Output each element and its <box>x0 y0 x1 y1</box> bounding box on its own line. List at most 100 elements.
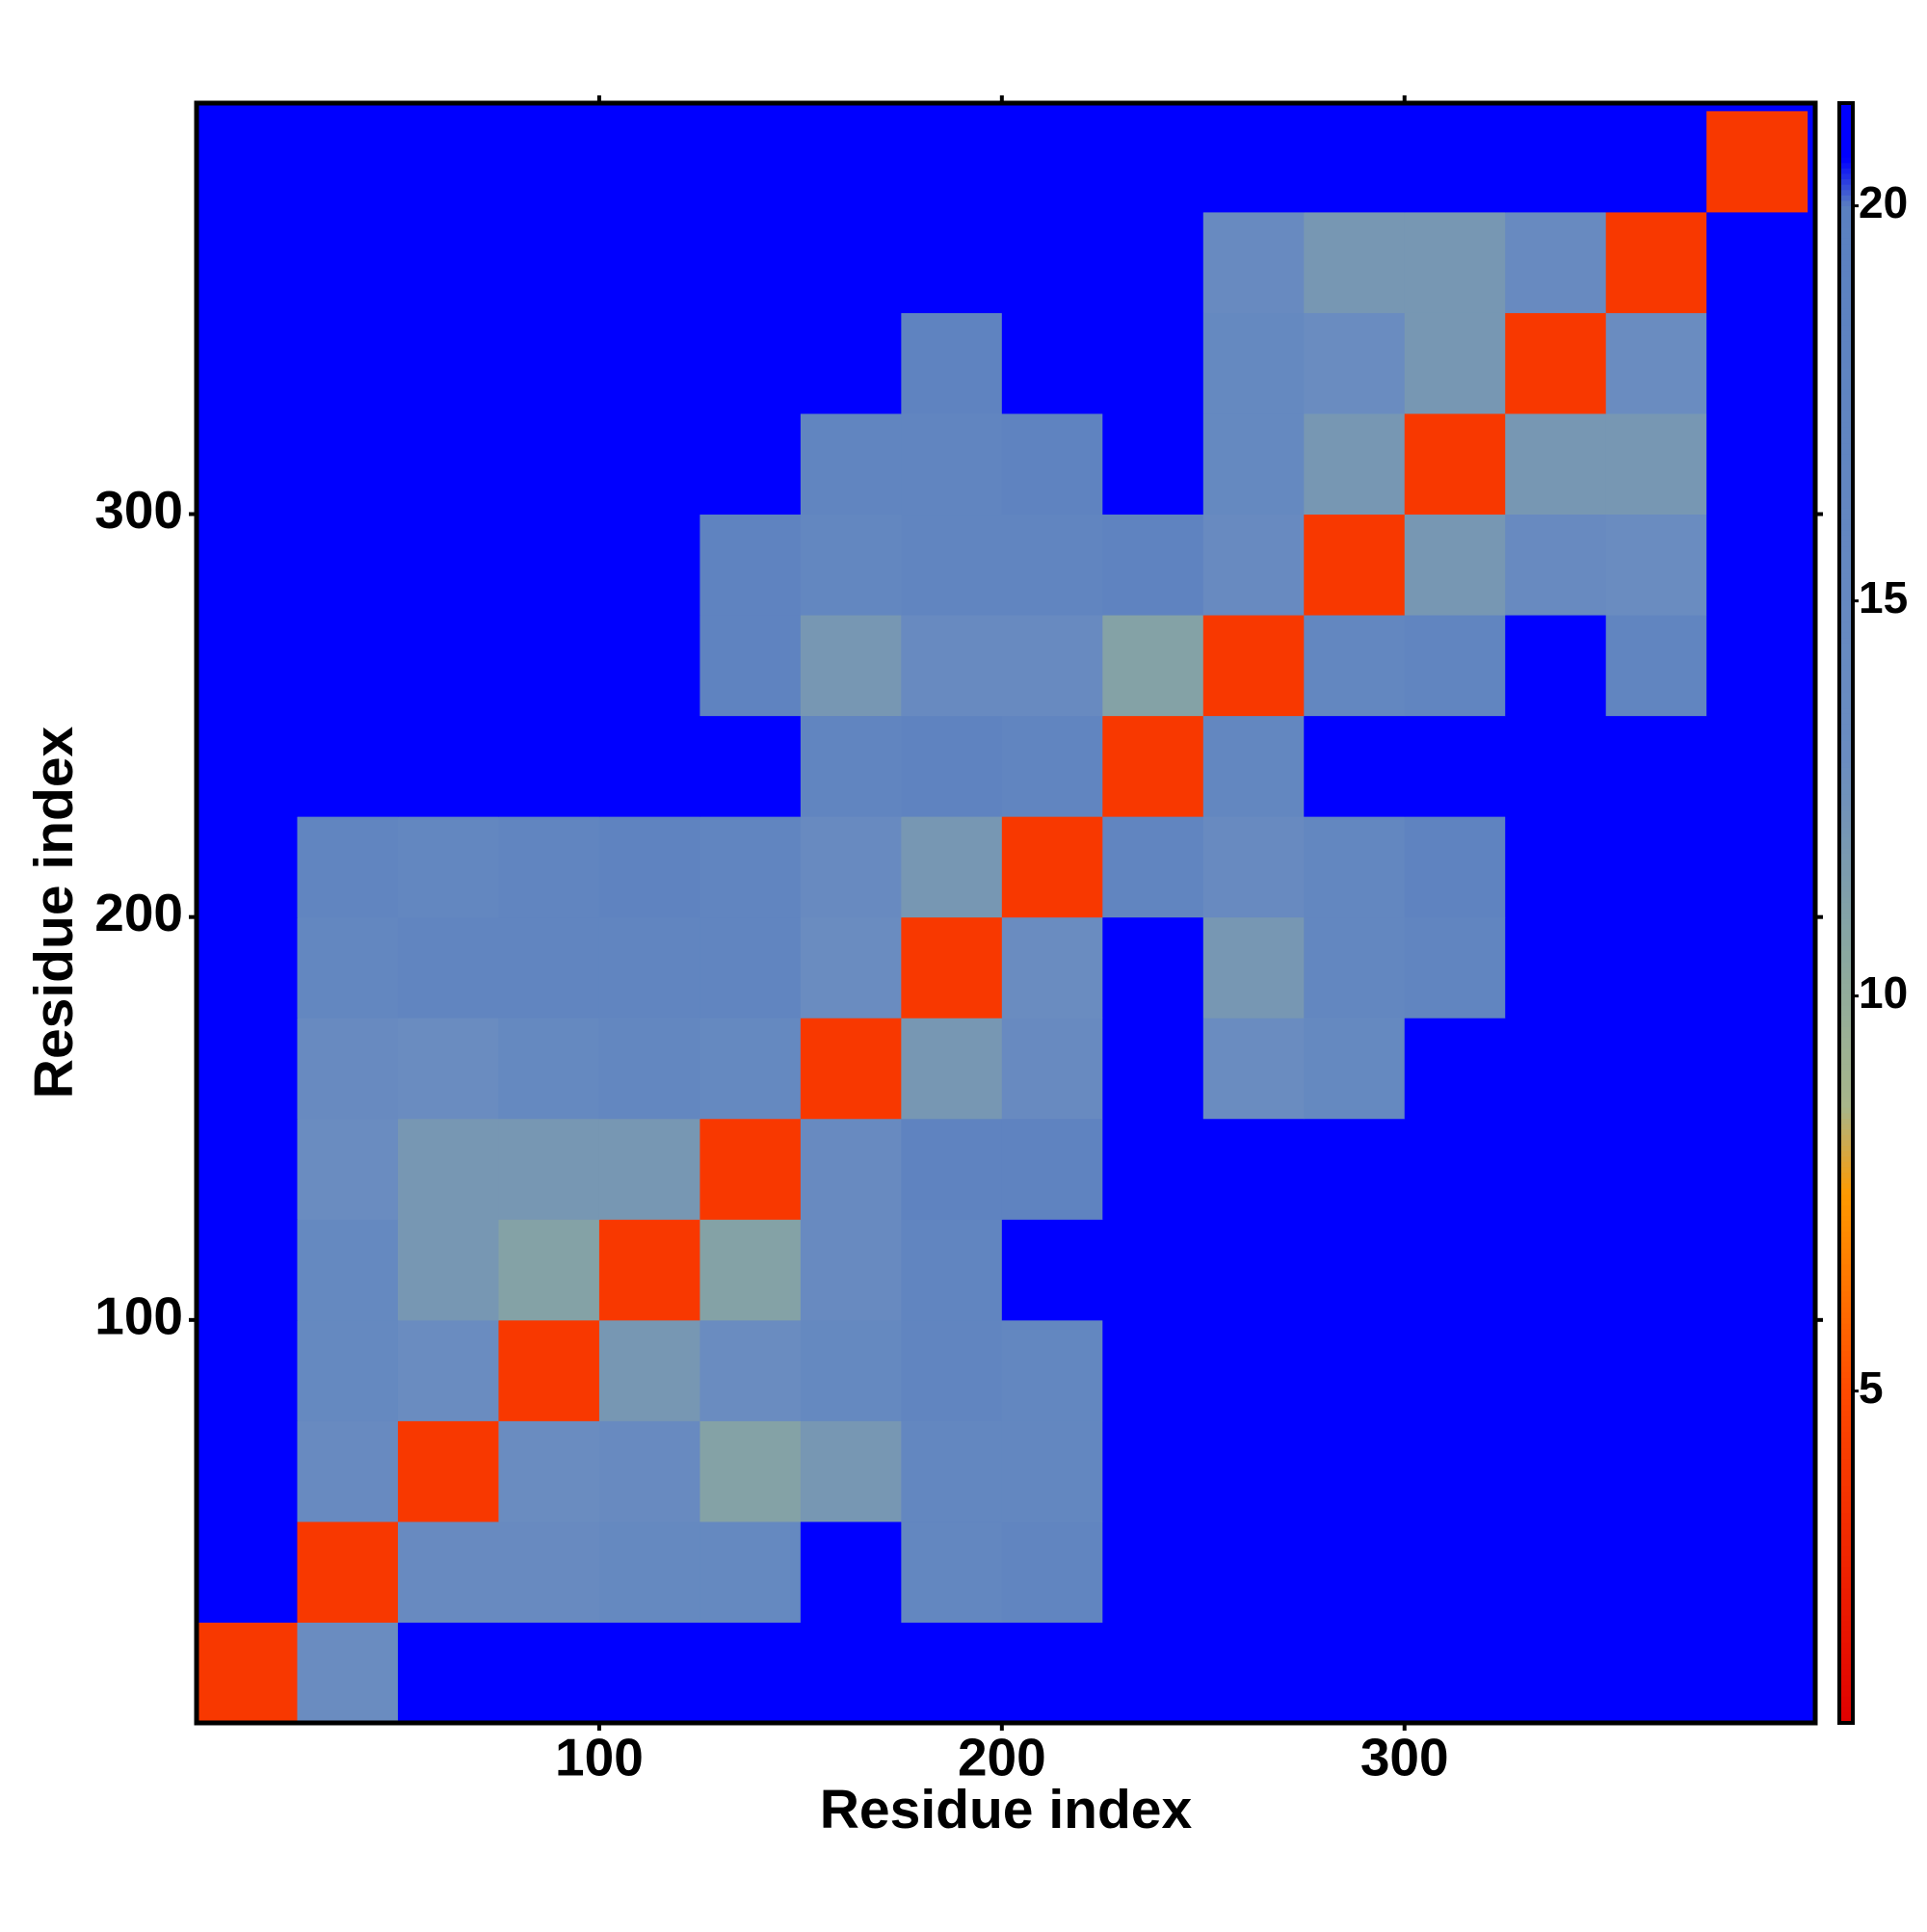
heatmap-cell <box>297 615 399 717</box>
heatmap-cell <box>700 1319 802 1421</box>
colorbar-segment <box>1839 1506 1853 1514</box>
heatmap-cell <box>1505 816 1607 918</box>
heatmap-cell <box>598 1521 700 1623</box>
colorbar-segment <box>1839 1350 1853 1357</box>
heatmap-cell <box>901 211 1003 313</box>
colorbar-segment <box>1839 1668 1853 1676</box>
colorbar-segment <box>1839 648 1853 655</box>
heatmap-cell <box>901 111 1003 213</box>
colorbar-segment <box>1839 675 1853 682</box>
colorbar-segment <box>1839 1680 1853 1686</box>
heatmap-cell <box>1706 916 1808 1019</box>
heatmap-cell <box>700 211 802 313</box>
heatmap-cell <box>598 916 700 1019</box>
colorbar-segment <box>1839 783 1853 790</box>
heatmap-cell <box>1202 715 1305 817</box>
heatmap-cell <box>901 916 1003 1019</box>
colorbar-segment <box>1839 616 1853 622</box>
heatmap-cell <box>397 312 499 414</box>
heatmap-cell <box>1706 1319 1808 1421</box>
colorbar-segment <box>1839 799 1853 807</box>
heatmap-cell <box>800 312 902 414</box>
heatmap-cell <box>901 1420 1003 1522</box>
heatmap-cell <box>800 715 902 817</box>
colorbar-segment <box>1839 988 1853 995</box>
colorbar-segment <box>1839 1236 1853 1243</box>
colorbar-segment <box>1839 1220 1853 1228</box>
heatmap-cell <box>1505 1118 1607 1220</box>
colorbar-segment <box>1839 686 1853 693</box>
heatmap-cell <box>1505 615 1607 717</box>
heatmap-cell <box>498 615 600 717</box>
heatmap-cell <box>1605 916 1707 1019</box>
heatmap-cell <box>1605 615 1707 717</box>
colorbar-segment <box>1839 388 1853 396</box>
heatmap-cell <box>297 1219 399 1321</box>
heatmap-cell <box>700 1420 802 1522</box>
colorbar-segment <box>1839 637 1853 644</box>
heatmap-cell <box>800 1521 902 1623</box>
heatmap-cell <box>1202 1118 1305 1220</box>
heatmap-cell <box>1605 1018 1707 1120</box>
heatmap-cell <box>1304 1118 1406 1220</box>
colorbar-segment <box>1839 1134 1853 1141</box>
heatmap-cell <box>800 211 902 313</box>
heatmap-cell <box>1404 715 1506 817</box>
heatmap-cell <box>700 816 802 918</box>
colorbar-segment <box>1839 1620 1853 1627</box>
colorbar-segment <box>1839 1290 1853 1297</box>
colorbar-segment <box>1839 578 1853 585</box>
colorbar-segment <box>1839 891 1853 898</box>
colorbar-segment <box>1839 1366 1853 1373</box>
heatmap-cell <box>397 412 499 516</box>
colorbar-segment <box>1839 1209 1853 1216</box>
colorbar-segment <box>1839 1193 1853 1201</box>
heatmap-cell <box>1706 514 1808 616</box>
colorbar-segment <box>1839 1317 1853 1324</box>
colorbar-segment <box>1839 1145 1853 1151</box>
colorbar-segment <box>1839 330 1853 336</box>
colorbar-segment <box>1839 545 1853 552</box>
heatmap-cell <box>498 1018 600 1120</box>
heatmap-cell <box>297 211 399 313</box>
colorbar-segment <box>1839 918 1853 925</box>
colorbar-segment <box>1839 1512 1853 1519</box>
heatmap-cell <box>1304 1622 1406 1724</box>
colorbar-segment <box>1839 253 1853 261</box>
heatmap-cell <box>1102 412 1204 516</box>
colorbar-segment <box>1839 1247 1853 1255</box>
colorbar-segment <box>1839 826 1853 834</box>
y-axis-title: Residue index <box>23 726 85 1098</box>
colorbar-segment <box>1839 1539 1853 1546</box>
colorbar-segment <box>1839 583 1853 590</box>
heatmap-cell <box>598 1219 700 1321</box>
heatmap-cell <box>1505 312 1607 414</box>
heatmap-cell <box>197 1319 298 1421</box>
colorbar-segment <box>1839 1139 1853 1147</box>
colorbar-tick-label: 10 <box>1859 967 1908 1018</box>
heatmap-cell <box>498 111 600 213</box>
heatmap-cell <box>1304 1219 1406 1321</box>
heatmap-cell <box>1001 1018 1103 1120</box>
heatmap-cell <box>1102 1521 1204 1623</box>
colorbar-segment <box>1839 1415 1853 1421</box>
colorbar-segment <box>1839 713 1853 720</box>
colorbar-segment <box>1839 745 1853 752</box>
heatmap-cell <box>297 916 399 1019</box>
colorbar-segment <box>1839 1593 1853 1600</box>
colorbar-segment <box>1839 1572 1853 1578</box>
colorbar-segment <box>1839 1258 1853 1265</box>
heatmap-cell <box>197 816 298 918</box>
heatmap-cell <box>800 615 902 717</box>
colorbar-segment <box>1839 761 1853 768</box>
colorbar-segment <box>1839 1010 1853 1017</box>
heatmap-cell <box>1102 1622 1204 1724</box>
heatmap-cell <box>397 615 499 717</box>
colorbar-segment <box>1839 1344 1853 1351</box>
colorbar-segment <box>1839 734 1853 741</box>
heatmap-cell <box>1706 211 1808 313</box>
colorbar-segment <box>1839 259 1853 266</box>
heatmap-cell <box>197 1219 298 1321</box>
colorbar-segment <box>1839 1566 1853 1573</box>
colorbar-segment <box>1839 1151 1853 1157</box>
